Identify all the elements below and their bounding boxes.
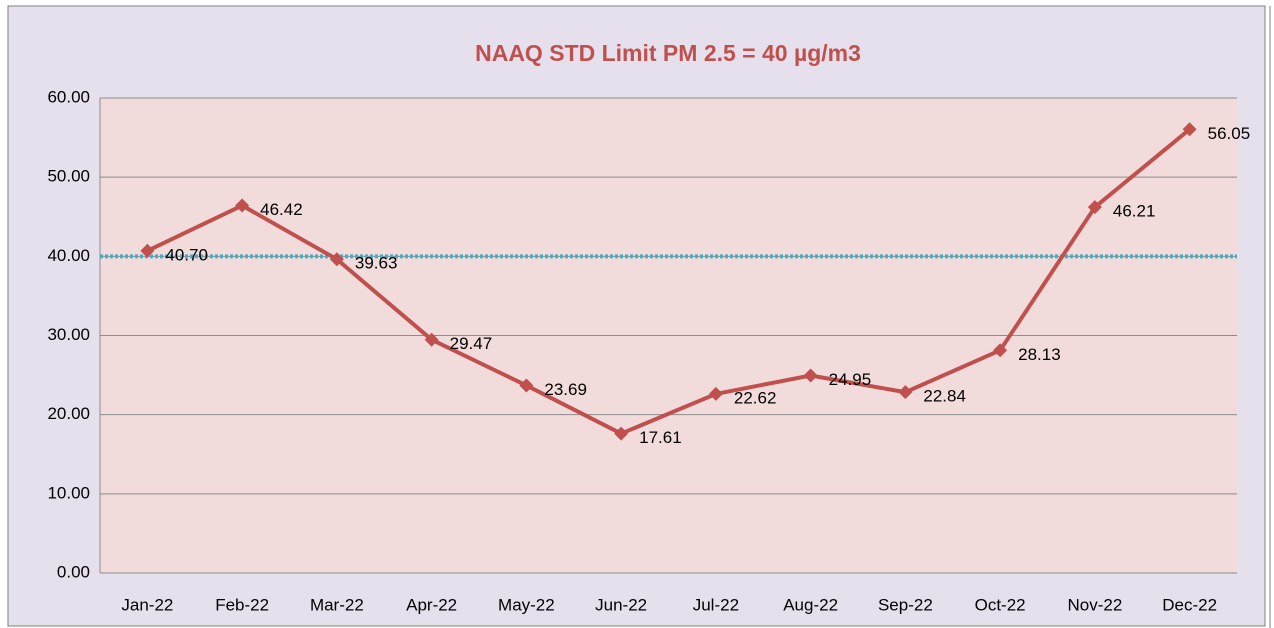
data-label: 22.62 xyxy=(734,388,777,407)
x-tick-label: Apr-22 xyxy=(406,595,457,614)
x-tick-label: Jun-22 xyxy=(595,595,647,614)
data-label: 17.61 xyxy=(639,428,682,447)
x-tick-label: May-22 xyxy=(498,595,555,614)
data-marker xyxy=(1182,122,1197,137)
data-line xyxy=(146,127,1191,436)
data-marker xyxy=(898,385,913,400)
y-tick-label: 50.00 xyxy=(47,167,90,186)
data-marker xyxy=(235,198,250,213)
data-label: 46.21 xyxy=(1113,202,1156,221)
data-marker xyxy=(1087,200,1102,215)
y-tick-label: 30.00 xyxy=(47,325,90,344)
data-label: 40.70 xyxy=(165,245,208,264)
data-label: 24.95 xyxy=(829,370,872,389)
data-marker xyxy=(803,368,818,383)
data-label: 28.13 xyxy=(1018,345,1061,364)
data-marker xyxy=(519,378,534,393)
x-tick-label: Sep-22 xyxy=(878,595,933,614)
x-tick-label: Aug-22 xyxy=(783,595,838,614)
data-label: 56.05 xyxy=(1208,124,1251,143)
data-marker xyxy=(140,243,155,258)
data-marker xyxy=(614,426,629,441)
y-tick-label: 10.00 xyxy=(47,483,90,502)
data-label: 29.47 xyxy=(450,334,493,353)
chart-title: NAAQ STD Limit PM 2.5 = 40 µg/m3 xyxy=(475,40,861,66)
data-label: 46.42 xyxy=(260,200,303,219)
x-tick-label: Feb-22 xyxy=(215,595,269,614)
y-tick-label: 20.00 xyxy=(47,404,90,423)
x-tick-label: Oct-22 xyxy=(975,595,1026,614)
data-label: 39.63 xyxy=(355,254,398,273)
x-tick-label: Jul-22 xyxy=(693,595,739,614)
x-tick-label: Dec-22 xyxy=(1162,595,1217,614)
y-tick-label: 60.00 xyxy=(47,87,90,106)
data-marker xyxy=(329,252,344,267)
data-label: 23.69 xyxy=(544,380,587,399)
y-tick-label: 0.00 xyxy=(57,562,90,581)
data-marker xyxy=(993,343,1008,358)
data-marker xyxy=(708,386,723,401)
data-label: 22.84 xyxy=(923,387,966,406)
x-tick-label: Jan-22 xyxy=(121,595,173,614)
data-marker xyxy=(424,332,439,347)
x-tick-label: Mar-22 xyxy=(310,595,364,614)
x-tick-label: Nov-22 xyxy=(1067,595,1122,614)
y-tick-label: 40.00 xyxy=(47,246,90,265)
